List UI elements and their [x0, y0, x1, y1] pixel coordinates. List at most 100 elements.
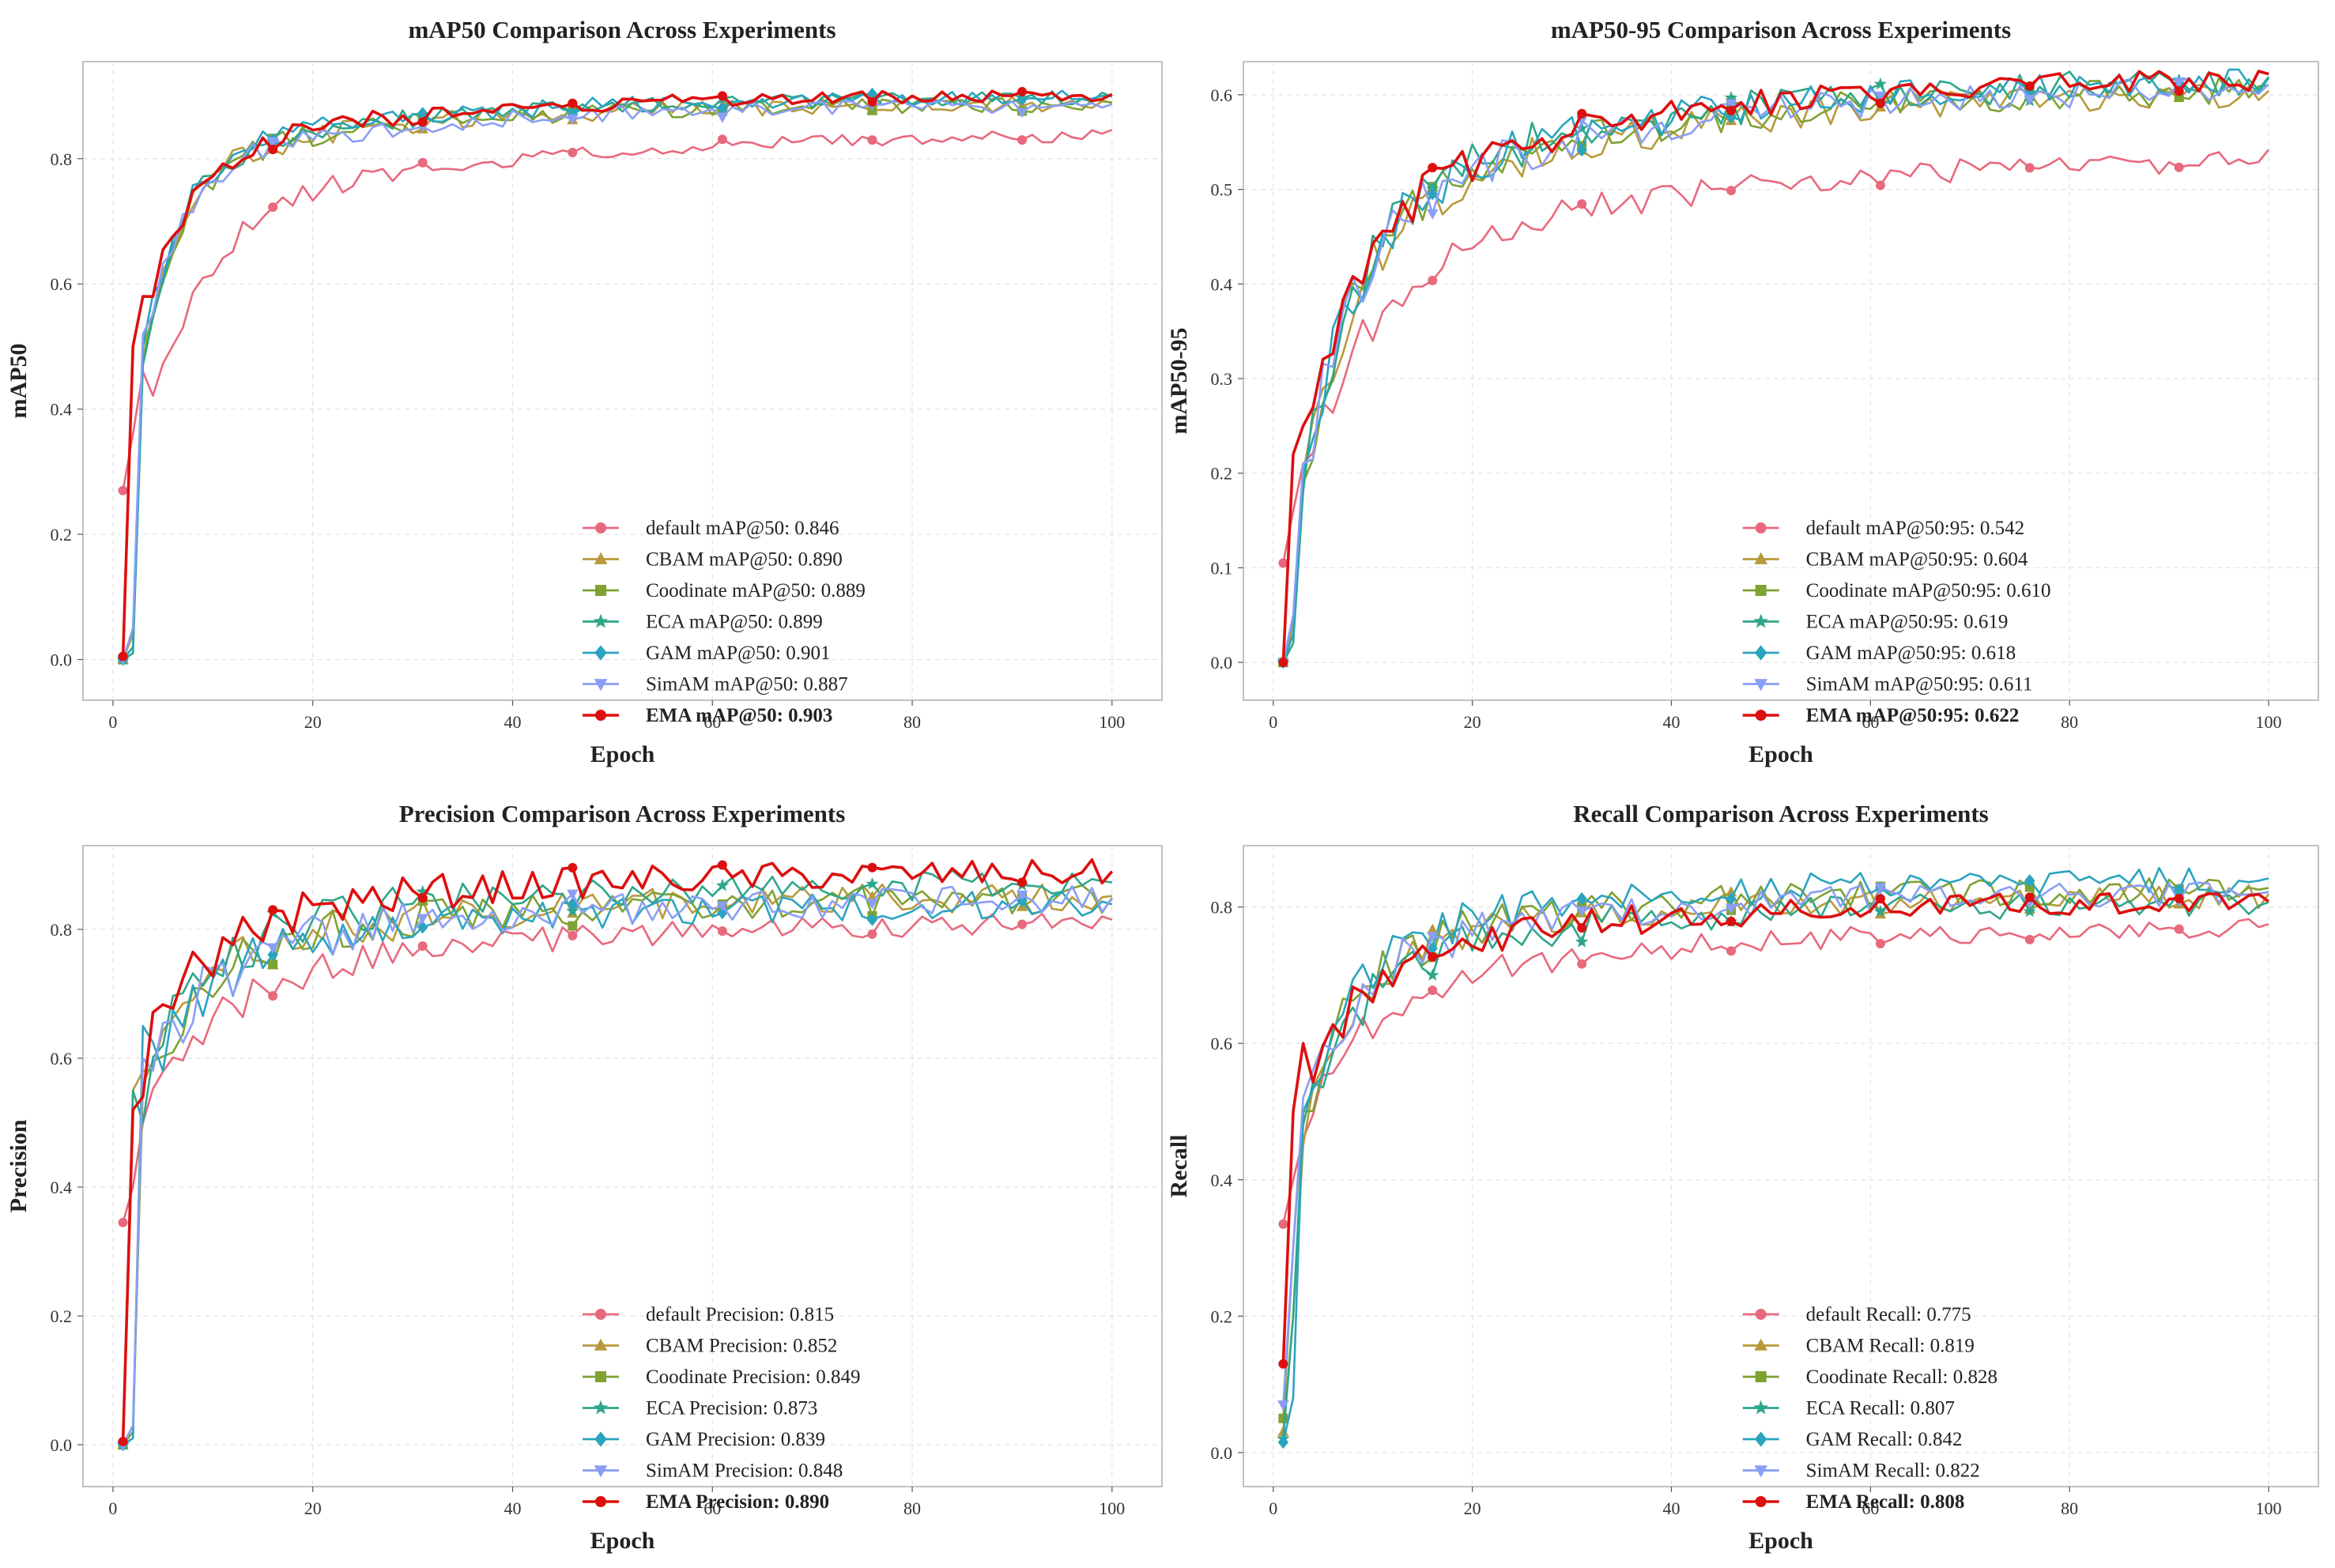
data-point-GAM	[417, 921, 428, 934]
data-point-EMA	[417, 117, 428, 127]
x-tick-label: 40	[1662, 712, 1680, 732]
x-tick-label: 100	[2256, 1498, 2282, 1518]
data-point-default	[118, 485, 128, 496]
legend-marker-default	[594, 1309, 606, 1320]
data-point-default	[717, 926, 727, 937]
data-point-EMA	[1428, 163, 1438, 173]
data-point-SimAM	[866, 899, 878, 910]
data-point-SimAM	[1725, 99, 1737, 110]
x-tick-label: 0	[108, 1498, 117, 1518]
x-tick-label: 40	[504, 1498, 521, 1518]
chart-panel-3: 0 20 40 60 80 100 0.0 0.2 0.4 0.6 0.8 Precision Com…	[6, 800, 1163, 1554]
data-point-default	[417, 941, 428, 952]
legend-entry-CBAM: CBAM Recall: 0.819	[1806, 1336, 1975, 1357]
data-point-EMA	[118, 651, 128, 662]
x-tick-label: 60	[704, 712, 721, 732]
data-point-ECA	[1873, 77, 1888, 90]
data-point-EMA	[867, 862, 877, 873]
data-point-SimAM	[716, 901, 729, 912]
data-point-default	[2024, 163, 2035, 173]
data-point-default	[1577, 199, 1587, 209]
data-point-EMA	[717, 860, 727, 870]
data-point-ECA	[2023, 904, 2036, 918]
series-line-default	[122, 912, 1113, 1223]
legend-entry-Coodinate: Coodinate Precision: 0.849	[646, 1366, 861, 1388]
data-point-EMA	[1577, 923, 1587, 933]
legend-entry-SimAM: SimAM mAP@50:95: 0.611	[1806, 674, 2033, 695]
series-group	[116, 858, 1114, 1452]
legend-marker-CBAM	[1754, 1338, 1768, 1351]
y-axis-label: Precision	[6, 1119, 32, 1212]
data-point-EMA	[2174, 86, 2184, 96]
data-point-Coodinate	[1278, 1413, 1288, 1423]
x-tick-label: 100	[1099, 1498, 1125, 1518]
legend-marker-ECA	[1753, 613, 1769, 628]
legend: default mAP@50: 0.846 CBAM mAP@50: 0.890 C…	[582, 518, 866, 726]
x-axis-label: Epoch	[1748, 1528, 1813, 1554]
data-point-SimAM	[1277, 1400, 1289, 1412]
data-point-SimAM	[1427, 932, 1439, 943]
series-line-ECA	[1282, 891, 2269, 1439]
x-tick-label: 80	[2061, 712, 2078, 732]
series-line-EMA	[1281, 892, 2270, 1364]
legend-entry-EMA: EMA mAP@50: 0.903	[646, 705, 832, 726]
legend-entry-ECA: ECA Recall: 0.807	[1806, 1398, 1955, 1419]
data-point-GAM	[1576, 143, 1587, 157]
legend-entry-ECA: ECA mAP@50:95: 0.619	[1806, 612, 2009, 633]
x-tick-label: 20	[304, 712, 322, 732]
data-point-SimAM	[1016, 890, 1028, 901]
y-axis-label: Recall	[1166, 1135, 1192, 1198]
legend-marker-Coodinate	[594, 585, 606, 596]
legend-marker-EMA	[594, 710, 606, 721]
chart-panel-2: 0 20 40 60 80 100 0.0 0.1 0.2 0.3 0.4 0.5 0.6 mAP50-9…	[1166, 16, 2319, 767]
y-tick-label: 0.2	[51, 525, 73, 545]
legend-marker-EMA	[594, 1496, 606, 1507]
data-point-default	[1017, 919, 1028, 929]
y-tick-label: 0.6	[1211, 85, 1233, 105]
legend-entry-Coodinate: Coodinate Recall: 0.828	[1806, 1366, 1997, 1388]
data-point-default	[568, 148, 578, 158]
plot-area	[1243, 845, 2319, 1487]
data-point-SimAM	[567, 114, 579, 125]
chart-title: mAP50 Comparison Across Experiments	[408, 16, 836, 43]
y-tick-label: 0.0	[1211, 653, 1233, 673]
data-point-ECA	[866, 877, 879, 890]
series-line-default	[1282, 918, 2269, 1225]
data-point-ECA	[715, 878, 730, 891]
legend-entry-Coodinate: Coodinate mAP@50: 0.889	[646, 580, 866, 601]
data-point-default	[1875, 939, 1885, 949]
y-tick-label: 0.4	[1211, 274, 1233, 294]
data-point-default	[1726, 186, 1737, 196]
legend-marker-SimAM	[594, 679, 608, 692]
data-point-SimAM	[1575, 906, 1588, 917]
y-tick-label: 0.0	[51, 650, 73, 670]
data-point-SimAM	[417, 914, 428, 925]
x-tick-label: 80	[903, 1498, 921, 1518]
data-point-EMA	[568, 862, 578, 873]
data-point-GAM	[866, 913, 878, 926]
legend-entry-ECA: ECA mAP@50: 0.899	[646, 612, 823, 633]
data-point-SimAM	[1427, 209, 1439, 220]
series-line-SimAM	[122, 884, 1113, 1446]
data-point-default	[417, 157, 428, 168]
data-point-SimAM	[2173, 77, 2185, 88]
plot-area	[82, 845, 1163, 1487]
data-point-EMA	[1278, 1359, 1288, 1369]
legend-entry-default: default mAP@50:95: 0.542	[1806, 518, 2024, 539]
series-line-GAM	[1282, 866, 2269, 1443]
series-line-SimAM	[122, 100, 1113, 660]
data-point-default	[2174, 924, 2184, 934]
data-point-default	[717, 134, 727, 145]
data-point-EMA	[417, 893, 428, 903]
data-point-default	[1017, 135, 1028, 145]
y-tick-label: 0.6	[1211, 1034, 1233, 1054]
x-tick-label: 40	[504, 712, 521, 732]
legend-marker-EMA	[1755, 1496, 1767, 1507]
legend-marker-CBAM	[1754, 552, 1768, 564]
legend-entry-GAM: GAM Recall: 0.842	[1806, 1429, 1963, 1450]
x-tick-label: 0	[1269, 1498, 1277, 1518]
data-point-SimAM	[1874, 91, 1887, 102]
y-tick-label: 0.4	[1211, 1170, 1233, 1190]
plot-area	[1243, 61, 2319, 701]
data-point-default	[867, 929, 877, 939]
